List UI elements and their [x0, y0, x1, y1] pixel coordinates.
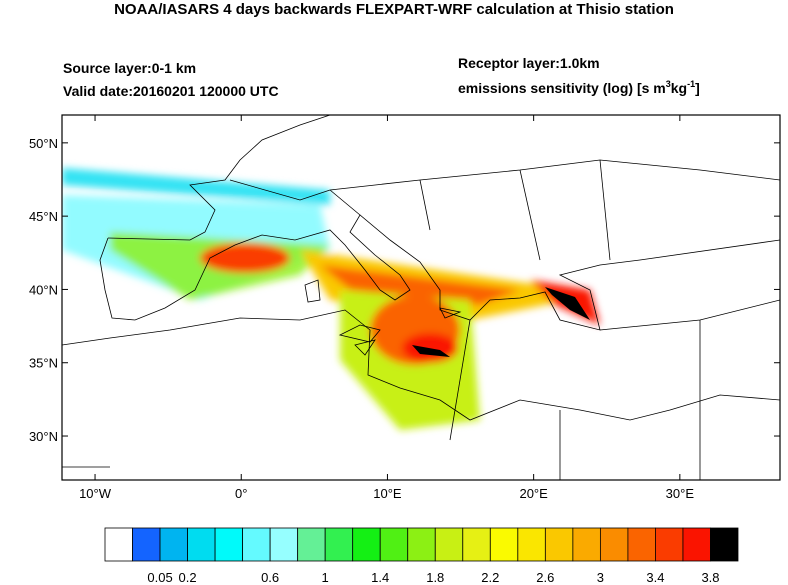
colorbar-box — [710, 527, 739, 562]
colorbar-box — [159, 527, 188, 562]
colorbar-box — [132, 527, 161, 562]
colorbar-label: 0.6 — [261, 570, 279, 585]
units-sup: -1 — [687, 79, 695, 89]
lon-label: 0° — [235, 486, 247, 501]
lon-label: 10°E — [373, 486, 402, 501]
lat-label: 50°N — [29, 136, 58, 151]
colorbar-label: 0.05 — [147, 570, 172, 585]
plume — [62, 168, 600, 430]
colorbar: 0.05 0.2 0.6 1 1.4 1.8 2.2 2.6 3 3.4 3.8 — [104, 527, 739, 585]
colorbar-label: 3 — [597, 570, 604, 585]
colorbar-box — [297, 527, 326, 562]
colorbar-box — [462, 527, 491, 562]
lat-label: 30°N — [29, 429, 58, 444]
lon-label: 20°E — [519, 486, 548, 501]
colorbar-box — [434, 527, 464, 562]
receptor-layer: Receptor layer:1.0km — [458, 55, 600, 71]
colorbar-label: 0.2 — [179, 570, 197, 585]
colorbar-box — [242, 527, 271, 562]
colorbar-box — [572, 527, 601, 562]
title: NOAA/IASARS 4 days backwards FLEXPART-WR… — [114, 1, 674, 18]
map-frame — [61, 114, 781, 481]
colorbar-box — [352, 527, 381, 562]
colorbar-box — [544, 527, 574, 562]
colorbar-label: 2.6 — [536, 570, 554, 585]
colorbar-box — [324, 527, 354, 562]
lon-label: 10°W — [79, 486, 112, 501]
colorbar-box — [489, 527, 519, 562]
colorbar-box — [599, 527, 629, 562]
lat-label: 45°N — [29, 209, 58, 224]
colorbar-label: 1.4 — [371, 570, 389, 585]
colorbar-box — [214, 527, 244, 562]
colorbar-label: 2.2 — [481, 570, 499, 585]
colorbar-box — [655, 527, 684, 562]
colorbar-box — [379, 527, 409, 562]
units: emissions sensitivity (log) [s m3kg-1] — [458, 79, 700, 96]
colorbar-label: 1 — [322, 570, 329, 585]
colorbar-label: 3.8 — [701, 570, 719, 585]
lat-label: 40°N — [29, 282, 58, 297]
colorbar-box — [517, 527, 546, 562]
units-sup: 3 — [666, 79, 671, 89]
colorbar-box — [187, 527, 216, 562]
valid-date: Valid date:20160201 120000 UTC — [63, 83, 279, 99]
colorbar-box — [269, 527, 299, 562]
units-text: ] — [695, 80, 700, 96]
units-text: kg — [671, 80, 687, 96]
colorbar-box — [104, 527, 133, 562]
source-layer: Source layer:0-1 km — [63, 60, 196, 76]
colorbar-box — [407, 527, 436, 562]
lon-label: 30°E — [666, 486, 695, 501]
colorbar-label: 1.8 — [426, 570, 444, 585]
map-area — [62, 115, 780, 480]
units-text: emissions sensitivity (log) [s m — [458, 80, 666, 96]
colorbar-box — [627, 527, 656, 562]
lat-label: 35°N — [29, 356, 58, 371]
colorbar-box — [682, 527, 711, 562]
colorbar-label: 3.4 — [646, 570, 664, 585]
